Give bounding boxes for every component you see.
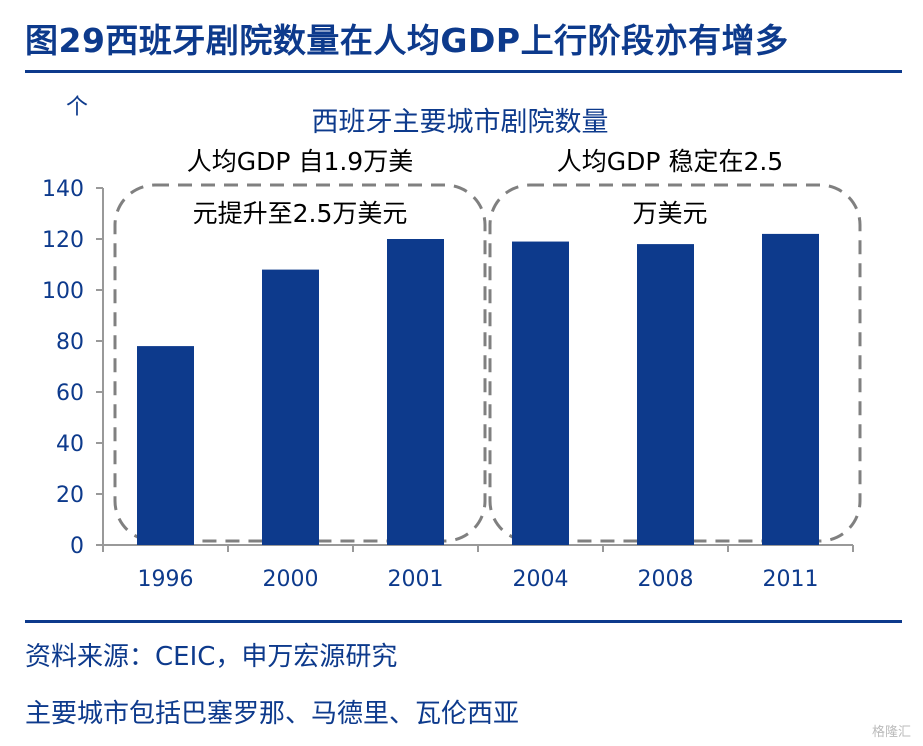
x-tick-label: 2001 (388, 567, 444, 592)
bar-1996 (137, 346, 194, 545)
watermark: 格隆汇 (871, 725, 911, 740)
bar-2004 (512, 241, 569, 546)
y-tick-label: 20 (56, 483, 84, 508)
y-tick-label: 120 (42, 228, 84, 253)
y-tick-label: 100 (42, 279, 84, 304)
source-note: 资料来源：CEIC，申万宏源研究 (25, 642, 398, 672)
header-divider (25, 70, 902, 73)
annotation-2-line-1: 人均GDP 稳定在2.5 (557, 147, 783, 176)
chart-title: 西班牙主要城市剧院数量 (312, 107, 609, 138)
y-tick-label: 40 (56, 432, 84, 457)
y-tick-label: 80 (56, 330, 84, 355)
footer-divider (25, 620, 902, 623)
bar-2008 (637, 244, 694, 545)
annotation-1-line-1: 人均GDP 自1.9万美 (187, 147, 413, 176)
y-tick-label: 140 (42, 177, 84, 202)
y-tick-label: 0 (70, 534, 84, 559)
bars (137, 233, 819, 546)
x-tick-label: 2011 (763, 567, 819, 592)
bar-2001 (387, 239, 444, 545)
x-tick-label: 2004 (513, 567, 569, 592)
y-axis: 0 20 40 60 80 100 120 140 (42, 177, 104, 559)
x-tick-label: 2008 (638, 567, 694, 592)
y-tick-label: 60 (56, 381, 84, 406)
x-axis: 1996 2000 2001 2004 2008 2011 (102, 544, 854, 592)
annotation-1-line-2: 元提升至2.5万美元 (193, 199, 408, 228)
bar-2000 (262, 269, 319, 545)
figure-title: 图29西班牙剧院数量在人均GDP上行阶段亦有增多 (25, 21, 789, 60)
x-tick-label: 1996 (138, 567, 194, 592)
x-tick-label: 2000 (263, 567, 319, 592)
cities-note: 主要城市包括巴塞罗那、马德里、瓦伦西亚 (25, 699, 520, 729)
bar-2011 (762, 233, 819, 545)
annotation-2-line-2: 万美元 (632, 199, 707, 228)
y-axis-unit-label: 个 (66, 95, 88, 120)
bar-chart: 个 西班牙主要城市剧院数量 人均GDP 自1.9万美 元提升至2.5万美元 人均… (42, 95, 862, 592)
